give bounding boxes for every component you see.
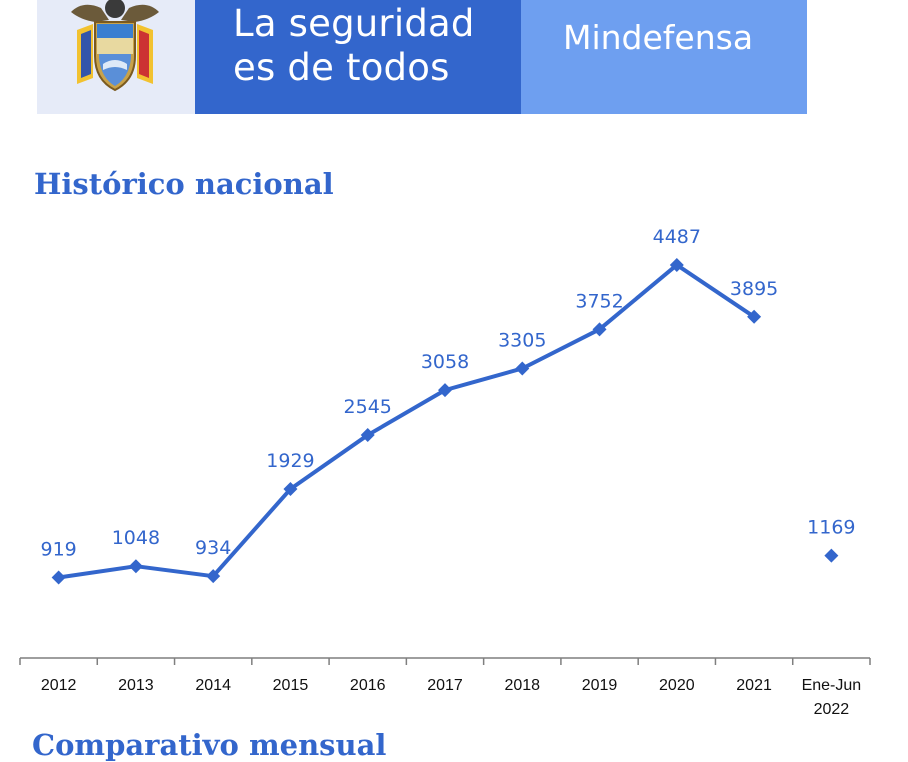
tick-label: 2019 (582, 677, 618, 694)
data-label: 3752 (575, 290, 623, 312)
section-title: Histórico nacional (34, 167, 334, 201)
data-labels: 919 1048 934 1929 2545 3058 3305 3752 4487 3895 11… (41, 226, 856, 561)
diamond-marker (747, 309, 762, 324)
data-label: 1169 (807, 517, 855, 539)
diamond-marker (283, 482, 298, 497)
diamond-marker (206, 569, 221, 584)
series-polyline (58, 262, 756, 580)
tick-label-line: 2017 (427, 677, 463, 694)
tick-label-line: 2015 (273, 677, 309, 694)
diamond-marker (360, 428, 375, 443)
data-label: 3305 (498, 329, 546, 351)
tick-label: 2017 (427, 677, 463, 694)
tick-labels: 2012 2013 2014 2015 2016 2017 2018 2019 2020 2021… (41, 677, 861, 718)
seal-panel (37, 0, 195, 114)
colombia-coat-of-arms-icon (71, 0, 159, 92)
data-label: 3895 (730, 278, 778, 300)
data-markers (51, 257, 839, 585)
brand-name: Mindefensa (563, 18, 754, 57)
tick-label-line: 2019 (582, 677, 618, 694)
diamond-marker (51, 570, 66, 585)
brand-panel: Mindefensa (521, 0, 807, 114)
tick-label-line: 2022 (814, 701, 850, 718)
tick-label: 2015 (273, 677, 309, 694)
tick-label-line: 2018 (504, 677, 540, 694)
tick-label: 2018 (504, 677, 540, 694)
x-axis (19, 657, 871, 665)
diamond-marker (669, 257, 684, 272)
tick-label: 2020 (659, 677, 695, 694)
tick-label: 2021 (736, 677, 772, 694)
slogan-line-2: es de todos (233, 46, 450, 89)
diamond-marker (824, 548, 839, 563)
tick-label-line: 2021 (736, 677, 772, 694)
tick-label: 2013 (118, 677, 154, 694)
diamond-marker (592, 322, 607, 337)
data-label: 1048 (112, 527, 160, 549)
diamond-marker (128, 559, 143, 574)
tick-label-line: Ene-Jun (802, 677, 862, 694)
slogan: La seguridad es de todos (233, 2, 475, 90)
slogan-panel: La seguridad es de todos (195, 0, 521, 114)
slogan-line-1: La seguridad (233, 2, 475, 45)
tick-label-line: 2020 (659, 677, 695, 694)
tick-label: 2014 (195, 677, 231, 694)
tick-label-line: 2014 (195, 677, 231, 694)
next-section-title: Comparativo mensual (32, 728, 387, 762)
diamond-marker (515, 361, 530, 376)
data-label: 934 (195, 537, 231, 559)
tick-label: 2012 (41, 677, 77, 694)
tick-label-line: 2013 (118, 677, 154, 694)
tick-label-line: 2016 (350, 677, 386, 694)
data-label: 3058 (421, 351, 469, 373)
tick-label: Ene-Jun 2022 (802, 677, 862, 718)
series-line (58, 262, 756, 580)
data-label: 4487 (653, 226, 701, 248)
data-label: 919 (41, 538, 77, 560)
line-chart: 919 1048 934 1929 2545 3058 3305 3752 4487 3895 11… (19, 226, 871, 718)
tick-label: 2016 (350, 677, 386, 694)
header-banner: La seguridad es de todos Mindefensa (37, 0, 807, 114)
data-label: 2545 (344, 396, 392, 418)
tick-label-line: 2012 (41, 677, 77, 694)
data-label: 1929 (266, 450, 314, 472)
diamond-marker (438, 383, 452, 398)
